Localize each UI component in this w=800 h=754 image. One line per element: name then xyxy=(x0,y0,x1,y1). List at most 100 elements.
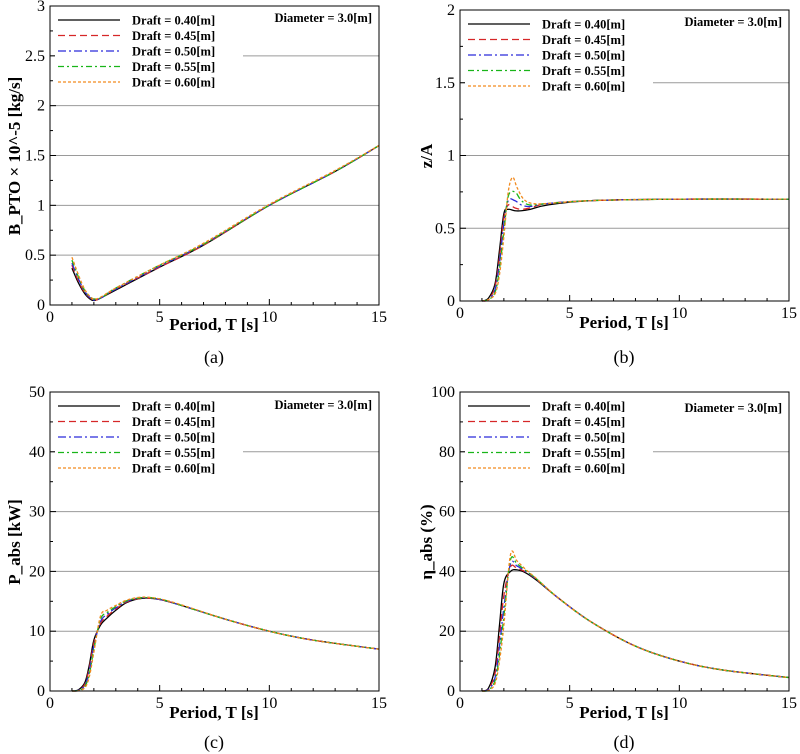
panel-a: 00.511.522.530 5 10 15 Draft = 0.40[m]Draft… xyxy=(5,0,387,368)
annotation-d: Diameter = 3.0[m] xyxy=(685,401,782,415)
legend-a: Draft = 0.40[m]Draft = 0.45[m] Draft = 0.… xyxy=(55,10,243,92)
y-tick-label: 0 xyxy=(447,293,455,310)
x-tick-label: 0 xyxy=(46,309,54,326)
legend-label: Draft = 0.60[m] xyxy=(542,462,625,476)
legend-label: Draft = 0.40[m] xyxy=(132,14,215,28)
legend-label: Draft = 0.40[m] xyxy=(132,400,215,414)
y-tick-label: 100 xyxy=(431,384,455,401)
y-tick-label: 20 xyxy=(29,563,45,580)
y-tick-label: 1.5 xyxy=(25,148,45,165)
y-tick-label: 40 xyxy=(439,563,455,580)
x-tick-label: 10 xyxy=(261,309,277,326)
grid-b xyxy=(460,82,789,229)
caption-a: (a) xyxy=(204,347,224,368)
series-line-draft-3 xyxy=(71,144,380,300)
legend-label: Draft = 0.55[m] xyxy=(132,446,215,460)
legend-b: Draft = 0.40[m]Draft = 0.45[m] Draft = 0.… xyxy=(465,14,653,96)
x-tick-label: 0 xyxy=(46,695,54,712)
x-axis-label-b: Period, T [s] xyxy=(579,313,669,332)
caption-c: (c) xyxy=(204,732,224,753)
y-axis-label-c: P_abs [kW] xyxy=(5,499,24,584)
legend-label: Draft = 0.45[m] xyxy=(132,415,215,429)
panel-b: 00.511.520 5 10 15 Draft = 0.40[m]Draft = 0… xyxy=(417,2,797,368)
annotation-c: Diameter = 3.0[m] xyxy=(275,398,372,412)
legend-label: Draft = 0.60[m] xyxy=(542,80,625,94)
series-line-draft-2 xyxy=(71,596,380,692)
series-line-draft-0 xyxy=(71,597,380,692)
y-tick-label: 2.5 xyxy=(25,48,45,65)
y-tick-label: 40 xyxy=(29,444,45,461)
series-line-draft-0 xyxy=(481,198,790,302)
legend-label: Draft = 0.55[m] xyxy=(542,64,625,78)
x-tick-label: 10 xyxy=(671,695,687,712)
series-line-draft-0 xyxy=(71,144,380,302)
series-line-draft-2 xyxy=(71,144,380,301)
series-line-draft-3 xyxy=(481,556,790,692)
legend-label: Draft = 0.40[m] xyxy=(542,18,625,32)
legend-label: Draft = 0.55[m] xyxy=(132,60,215,74)
caption-b: (b) xyxy=(614,347,635,368)
x-tick-label: 15 xyxy=(371,309,387,326)
series-lines-c xyxy=(71,596,380,692)
legend-label: Draft = 0.50[m] xyxy=(542,431,625,445)
series-lines-b xyxy=(481,176,790,302)
series-line-draft-1 xyxy=(71,597,380,692)
y-tick-label: 80 xyxy=(439,444,455,461)
legend-label: Draft = 0.45[m] xyxy=(542,33,625,47)
y-axis-label-d: η_abs (%) xyxy=(417,504,436,579)
y-axis-label-b: z/A xyxy=(417,143,436,168)
ticks-b: 0 0.5 1 1.5 2 0 5 10 15 xyxy=(435,2,797,322)
series-line-draft-4 xyxy=(71,596,380,692)
series-lines-a xyxy=(71,144,380,302)
ticks-c: 0 10 20 30 40 50 0 5 10 15 xyxy=(29,384,387,712)
series-lines-d xyxy=(481,550,790,692)
y-tick-label: 0 xyxy=(37,297,45,314)
x-tick-label: 15 xyxy=(781,305,797,322)
grid-c xyxy=(50,451,379,632)
y-tick-label: 0 xyxy=(447,683,455,700)
series-line-draft-2 xyxy=(481,198,790,302)
legend-label: Draft = 0.60[m] xyxy=(132,462,215,476)
series-line-draft-4 xyxy=(481,176,790,302)
series-line-draft-4 xyxy=(481,550,790,692)
x-axis-label-a: Period, T [s] xyxy=(169,315,259,334)
y-tick-label: 0.5 xyxy=(25,247,45,264)
y-tick-label: 2 xyxy=(37,98,45,115)
grid-d xyxy=(460,451,789,632)
y-tick-label: 60 xyxy=(439,504,455,521)
ticks-d: 0 20 40 60 80 100 0 5 10 15 xyxy=(431,384,797,712)
series-line-draft-2 xyxy=(481,560,790,692)
x-tick-label: 10 xyxy=(261,695,277,712)
y-tick-label: 30 xyxy=(29,504,45,521)
x-tick-label: 5 xyxy=(566,305,574,322)
x-axis-label-c: Period, T [s] xyxy=(169,703,259,722)
series-line-draft-3 xyxy=(71,596,380,692)
y-tick-label: 10 xyxy=(29,623,45,640)
series-line-draft-1 xyxy=(71,144,380,301)
legend-label: Draft = 0.50[m] xyxy=(542,49,625,63)
x-tick-label: 0 xyxy=(456,305,464,322)
y-tick-label: 1.5 xyxy=(435,75,455,92)
legend-c: Draft = 0.40[m]Draft = 0.45[m] Draft = 0.… xyxy=(55,396,243,478)
legend-label: Draft = 0.50[m] xyxy=(132,431,215,445)
ticks-a: 0 0.5 1 1.5 2 2.5 3 0 5 10 15 xyxy=(25,0,387,326)
series-line-draft-1 xyxy=(481,198,790,302)
legend-label: Draft = 0.60[m] xyxy=(132,76,215,90)
x-tick-label: 15 xyxy=(371,695,387,712)
y-tick-label: 1 xyxy=(447,148,455,165)
y-tick-label: 1 xyxy=(37,197,45,214)
legend-label: Draft = 0.55[m] xyxy=(542,446,625,460)
x-tick-label: 0 xyxy=(456,695,464,712)
legend-label: Draft = 0.40[m] xyxy=(542,400,625,414)
y-tick-label: 50 xyxy=(29,384,45,401)
caption-d: (d) xyxy=(614,732,635,753)
legend-label: Draft = 0.45[m] xyxy=(132,29,215,43)
x-tick-label: 5 xyxy=(566,695,574,712)
x-axis-label-d: Period, T [s] xyxy=(579,703,669,722)
x-tick-label: 15 xyxy=(781,695,797,712)
series-line-draft-4 xyxy=(71,144,380,300)
legend-label: Draft = 0.45[m] xyxy=(542,415,625,429)
